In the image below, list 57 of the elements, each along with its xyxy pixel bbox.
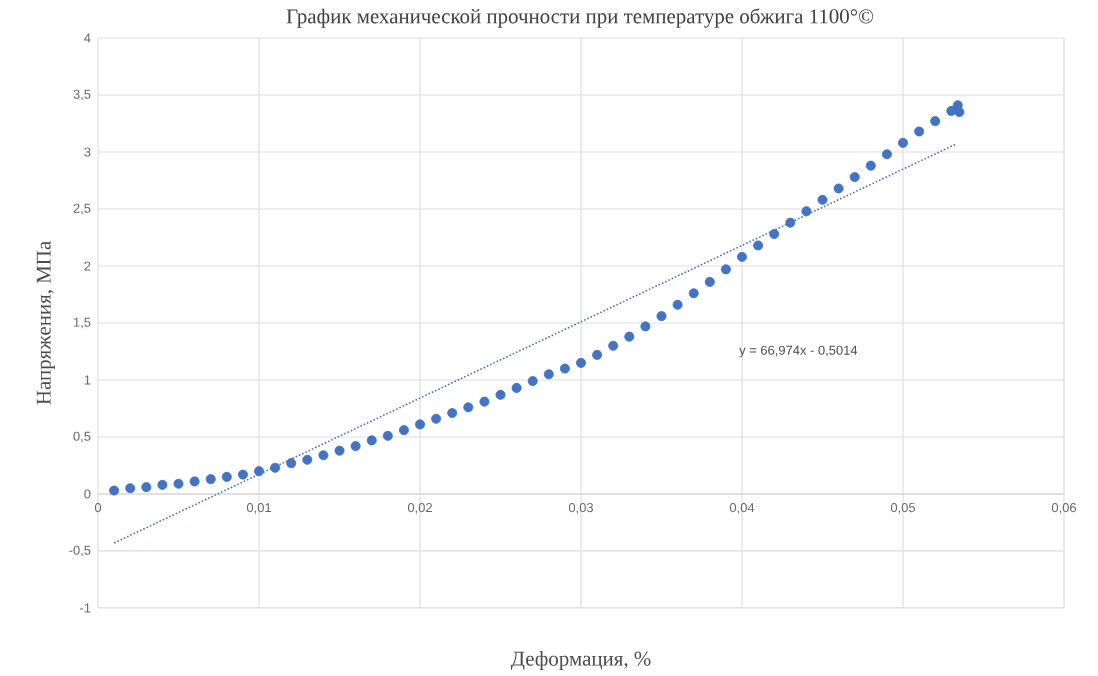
- point: [720, 264, 731, 275]
- point: [640, 321, 651, 332]
- point: [865, 160, 876, 171]
- point: [624, 331, 635, 342]
- point: [415, 419, 425, 430]
- point: [141, 481, 152, 492]
- point: [221, 471, 232, 482]
- point: [479, 396, 490, 407]
- point: [189, 476, 200, 487]
- point: [543, 368, 554, 379]
- point: [930, 115, 941, 126]
- point: [576, 357, 586, 368]
- point: [350, 440, 361, 451]
- point: [270, 462, 281, 473]
- point: [286, 457, 297, 468]
- point: [366, 435, 377, 446]
- point: [157, 479, 168, 490]
- point: [688, 288, 699, 299]
- point: [817, 194, 828, 205]
- point: [431, 413, 442, 424]
- point: [753, 240, 764, 251]
- point: [237, 469, 248, 480]
- point: [672, 299, 683, 310]
- point: [382, 430, 393, 441]
- point: [447, 407, 458, 418]
- point: [801, 205, 812, 216]
- point: [527, 375, 538, 386]
- chart-title: График механической прочности при температуре обжига 1100°©: [286, 7, 874, 28]
- point: [737, 251, 747, 262]
- point: [495, 389, 506, 400]
- point: [946, 105, 957, 116]
- point: [608, 340, 619, 351]
- point: [302, 454, 313, 465]
- point: [125, 482, 136, 493]
- point: [769, 228, 780, 239]
- point: [173, 478, 184, 489]
- point: [109, 485, 120, 496]
- point: [254, 465, 264, 476]
- point: [954, 106, 965, 117]
- point: [334, 445, 345, 456]
- point: [833, 183, 844, 194]
- point: [849, 171, 860, 182]
- point: [898, 137, 908, 148]
- point: [559, 363, 570, 374]
- point: [398, 424, 409, 435]
- point: [656, 310, 667, 321]
- point: [785, 217, 796, 228]
- point: [463, 402, 474, 413]
- point: [511, 382, 522, 393]
- x-axis-title: Деформация, %: [510, 650, 651, 670]
- point: [205, 473, 216, 484]
- point: [914, 126, 925, 137]
- y-axis-title: Напряжения, МПа: [36, 240, 55, 405]
- point: [592, 349, 603, 360]
- point: [704, 276, 715, 287]
- point: [318, 449, 329, 460]
- point: [881, 148, 892, 159]
